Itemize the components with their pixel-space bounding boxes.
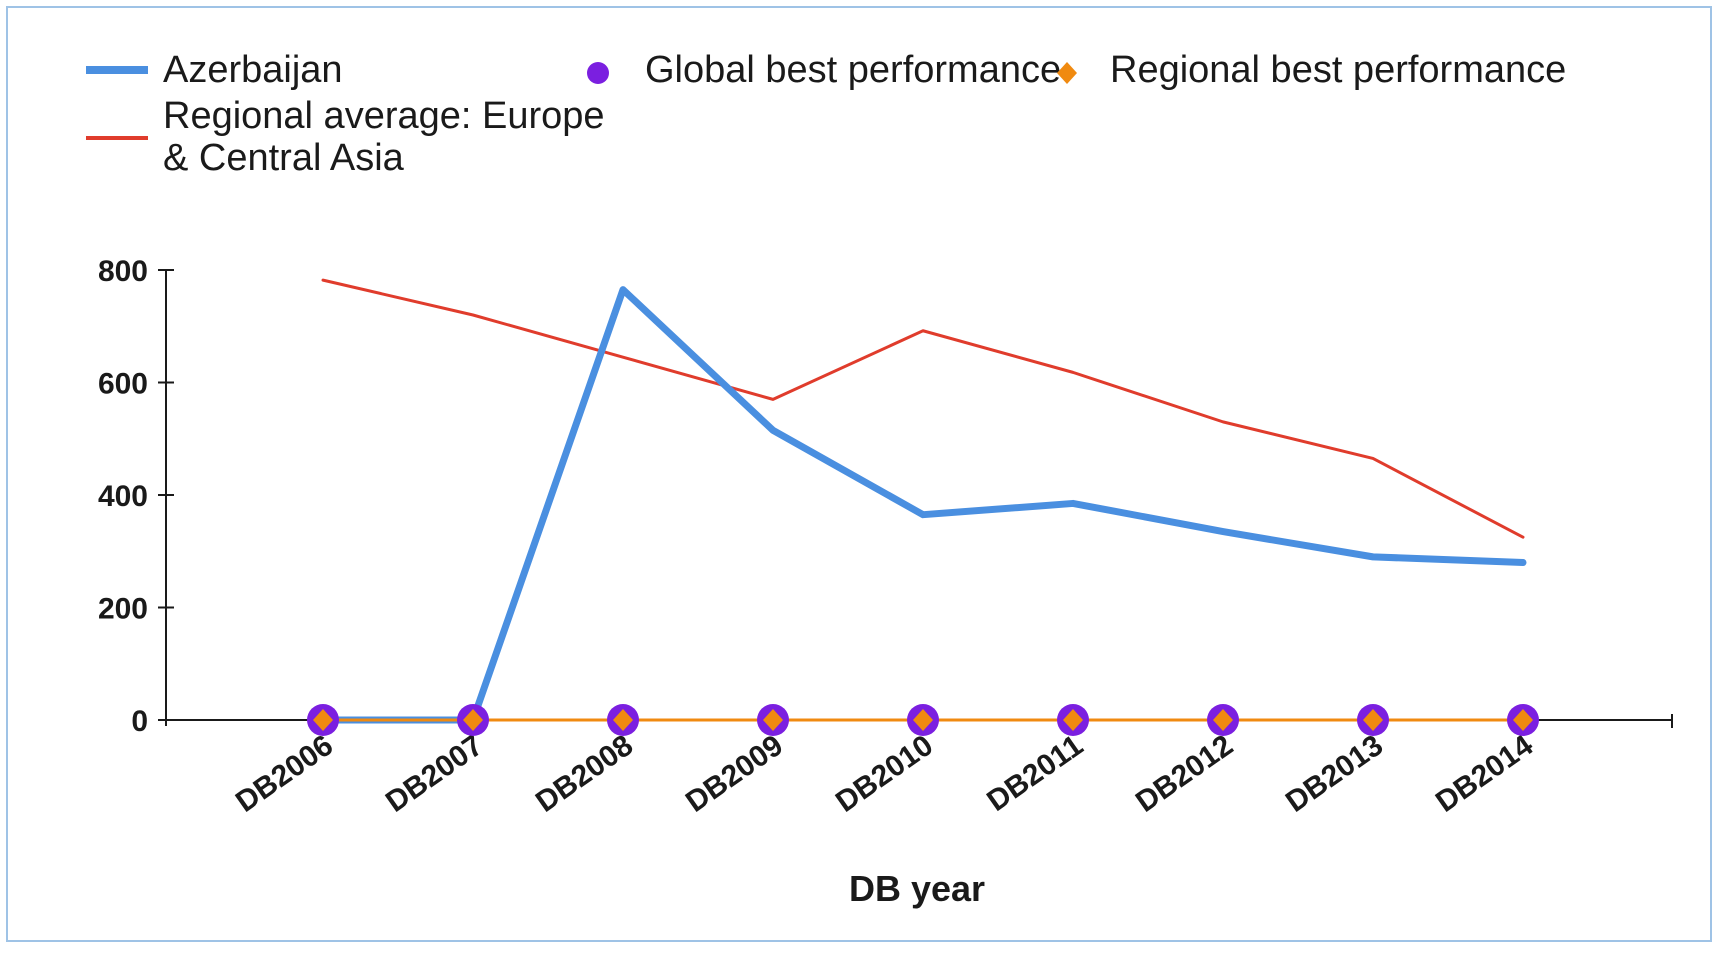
regional-best-marker (463, 709, 483, 731)
regional-best-marker (1513, 709, 1533, 731)
x-tick-label: DB2014 (1430, 729, 1539, 819)
series-lines (319, 278, 1527, 724)
axes (165, 270, 1673, 728)
x-tick-label: DB2011 (981, 729, 1089, 818)
x-axis-title: DB year (849, 868, 985, 909)
regional-best-marker (613, 709, 633, 731)
legend-label-regional-average-line1: Regional average: Europe (163, 95, 605, 137)
regional-best-marker (913, 709, 933, 731)
y-tick-label: 200 (98, 593, 148, 626)
legend: Azerbaijan Regional average: Europe & Ce… (86, 49, 1566, 179)
legend-item-azerbaijan: Azerbaijan (86, 49, 343, 91)
regional-best-marker (763, 709, 783, 731)
x-tick-label: DB2013 (1280, 729, 1389, 819)
legend-label-regional-best: Regional best performance (1110, 49, 1566, 91)
regional-best-marker (1063, 709, 1083, 731)
x-tick-label: DB2006 (230, 729, 339, 819)
y-axis-ticks: 0 200 400 600 800 (98, 255, 174, 738)
x-tick-label: DB2007 (380, 729, 489, 819)
series-line-1 (321, 278, 1525, 539)
y-tick-label: 400 (98, 480, 148, 513)
legend-label-global-best: Global best performance (645, 49, 1061, 91)
x-tick-label: DB2010 (830, 729, 939, 819)
legend-item-global-best: Global best performance (587, 49, 1061, 91)
legend-label-azerbaijan: Azerbaijan (163, 49, 343, 91)
legend-item-regional-best: Regional best performance (1057, 49, 1566, 91)
legend-label-regional-average: Regional average: Europe & Central Asia (163, 95, 615, 179)
legend-swatch-global-best (587, 62, 609, 84)
legend-item-regional-average: Regional average: Europe & Central Asia (86, 95, 615, 179)
y-tick-label: 800 (98, 255, 148, 288)
series-line-0 (319, 286, 1527, 724)
chart-frame: Azerbaijan Regional average: Europe & Ce… (6, 6, 1712, 942)
y-tick-label: 0 (131, 705, 148, 738)
series-markers (307, 704, 1539, 736)
x-tick-label: DB2008 (530, 729, 639, 819)
regional-best-marker (1213, 709, 1233, 731)
legend-swatch-regional-best (1057, 62, 1077, 84)
x-tick-label: DB2012 (1130, 729, 1239, 819)
x-tick-label: DB2009 (680, 729, 789, 819)
regional-best-marker (1363, 709, 1383, 731)
legend-label-regional-average-line2: & Central Asia (163, 137, 405, 179)
y-tick-label: 600 (98, 368, 148, 401)
line-chart: Azerbaijan Regional average: Europe & Ce… (86, 49, 1673, 909)
regional-best-marker (313, 709, 333, 731)
x-axis-ticks: DB2006 DB2007 DB2008 DB2009 DB2010 DB2011 DB20… (230, 729, 1539, 819)
